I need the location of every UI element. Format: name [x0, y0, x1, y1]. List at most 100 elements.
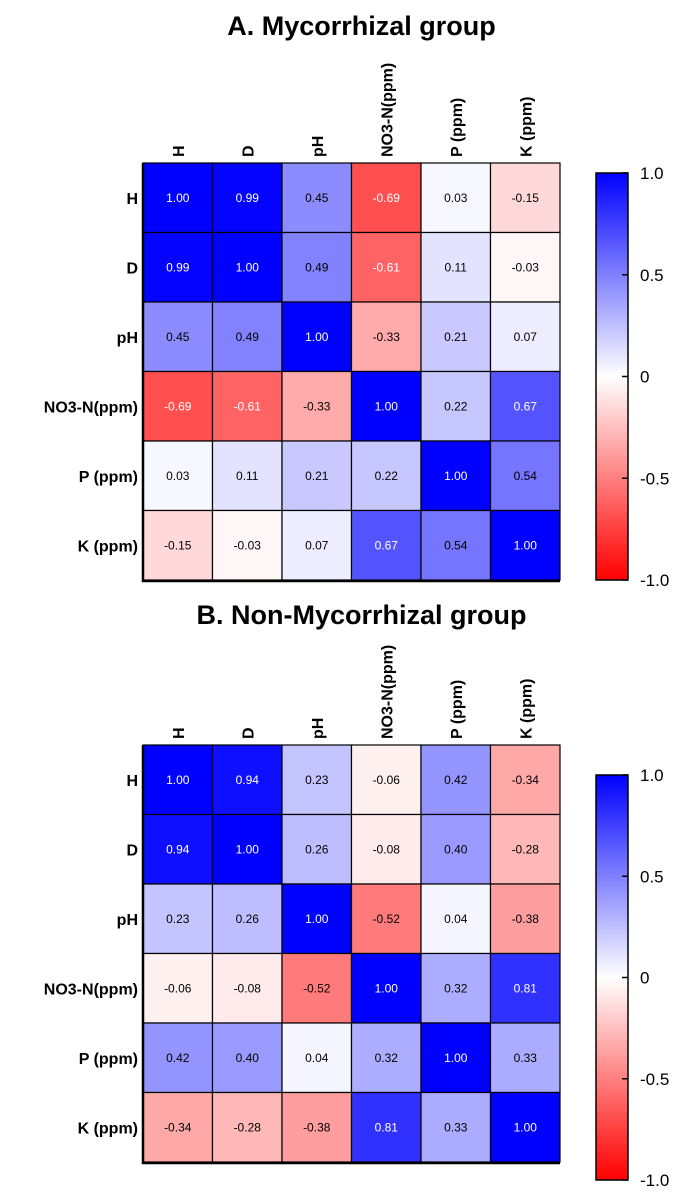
cell-value-label: 0.26 — [305, 842, 329, 856]
heatmap-cell — [420, 952, 492, 1024]
cell-value-label: 0.94 — [236, 773, 260, 787]
heatmap-cell — [489, 813, 561, 885]
heatmap-cell — [489, 883, 561, 955]
column-label-h: H — [171, 727, 188, 739]
heatmap-cell — [142, 1091, 214, 1163]
heatmap-cell — [211, 231, 283, 303]
colorbar-tick-label: 0.5 — [640, 266, 664, 285]
heatmap-cell — [142, 370, 214, 442]
chart-title: A. Mycorrhizal group — [227, 11, 496, 41]
column-label-no3-n-ppm: NO3-N(ppm) — [379, 63, 396, 157]
cell-value-label: -0.38 — [512, 912, 540, 926]
cell-value-label: 0.99 — [166, 260, 190, 274]
colorbar-tick-label: 0 — [640, 969, 649, 988]
cell-value-label: 0.54 — [514, 469, 538, 483]
heatmap-cell — [420, 301, 492, 373]
heatmap-cell — [489, 1091, 561, 1163]
heatmap-cell — [420, 1022, 492, 1094]
colorbar-tick-label: 1.0 — [640, 164, 664, 183]
cell-value-label: 0.07 — [305, 538, 329, 552]
cell-value-label: 0.21 — [305, 469, 329, 483]
heatmap-cell — [350, 440, 422, 512]
cell-value-label: 1.00 — [375, 399, 399, 413]
cell-value-label: 0.07 — [514, 330, 538, 344]
cell-value-label: 0.67 — [375, 538, 399, 552]
cell-value-label: 0.33 — [444, 1120, 468, 1134]
heatmap-cell — [489, 744, 561, 816]
cell-value-label: -0.33 — [303, 399, 331, 413]
heatmap-cell — [281, 1091, 353, 1163]
heatmap-cell — [489, 231, 561, 303]
column-label-k-ppm: K (ppm) — [518, 679, 535, 739]
cell-value-label: 1.00 — [305, 330, 329, 344]
cell-value-label: 1.00 — [514, 538, 538, 552]
cell-value-label: -0.52 — [373, 912, 401, 926]
cell-value-label: 1.00 — [375, 981, 399, 995]
heatmap-cell — [350, 231, 422, 303]
cell-value-label: 0.03 — [444, 191, 468, 205]
cell-value-label: 0.54 — [444, 538, 468, 552]
heatmap-cell — [281, 162, 353, 234]
heatmap-cell — [420, 370, 492, 442]
heatmap-cell — [142, 952, 214, 1024]
cell-value-label: 0.32 — [444, 981, 468, 995]
cell-value-label: 0.45 — [166, 330, 190, 344]
cell-value-label: 0.04 — [444, 912, 468, 926]
heatmap-cell — [281, 883, 353, 955]
colorbar-tick-label: 0 — [640, 368, 649, 387]
colorbar-tick-label: -0.5 — [640, 1070, 669, 1089]
heatmap-cell — [489, 370, 561, 442]
cell-value-label: -0.06 — [373, 773, 401, 787]
cell-value-label: 0.49 — [305, 260, 329, 274]
row-label-ph: pH — [117, 912, 138, 929]
cell-value-label: -0.61 — [234, 399, 262, 413]
heatmap-cell — [142, 509, 214, 581]
row-label-no3-n-ppm: NO3-N(ppm) — [44, 981, 138, 998]
cell-value-label: 0.42 — [444, 773, 468, 787]
cell-value-label: -0.34 — [164, 1120, 192, 1134]
cell-value-label: -0.28 — [512, 842, 540, 856]
heatmap-cell — [142, 1022, 214, 1094]
colorbar-tick-label: -1.0 — [640, 571, 669, 590]
row-label-d: D — [126, 260, 138, 277]
heatmap-cell — [350, 813, 422, 885]
cell-value-label: -0.08 — [234, 981, 262, 995]
cell-value-label: -0.38 — [303, 1120, 331, 1134]
heatmap-cell — [420, 883, 492, 955]
cell-value-label: -0.08 — [373, 842, 401, 856]
cell-value-label: -0.03 — [512, 260, 540, 274]
cell-value-label: 0.67 — [514, 399, 538, 413]
column-label-ph: pH — [310, 718, 327, 739]
cell-value-label: 0.11 — [445, 260, 468, 274]
heatmap-cell — [420, 744, 492, 816]
colorbar-tick-label: -1.0 — [640, 1171, 669, 1189]
cell-value-label: -0.15 — [512, 191, 540, 205]
heatmap-cell — [350, 952, 422, 1024]
cell-value-label: 1.00 — [166, 773, 190, 787]
cell-value-label: 0.40 — [236, 1051, 260, 1065]
cell-value-label: -0.52 — [303, 981, 331, 995]
heatmap-cell — [211, 370, 283, 442]
column-label-p-ppm: P (ppm) — [449, 680, 466, 739]
row-label-k-ppm: K (ppm) — [78, 1120, 138, 1137]
column-label-d: D — [240, 727, 257, 739]
heatmap-cell — [350, 883, 422, 955]
cell-value-label: 0.22 — [375, 469, 399, 483]
heatmap-cell — [211, 744, 283, 816]
cell-value-label: 1.00 — [236, 260, 260, 274]
column-label-p-ppm: P (ppm) — [449, 98, 466, 157]
row-label-p-ppm: P (ppm) — [79, 1051, 138, 1068]
heatmap-cell — [211, 162, 283, 234]
heatmap-cell — [281, 952, 353, 1024]
heatmap-cell — [350, 744, 422, 816]
cell-value-label: 0.99 — [236, 191, 260, 205]
cell-value-label: 0.23 — [305, 773, 329, 787]
heatmap-cell — [211, 813, 283, 885]
heatmap-cell — [281, 1022, 353, 1094]
cell-value-label: -0.69 — [164, 399, 192, 413]
row-label-h: H — [126, 773, 138, 790]
heatmap-cell — [420, 440, 492, 512]
